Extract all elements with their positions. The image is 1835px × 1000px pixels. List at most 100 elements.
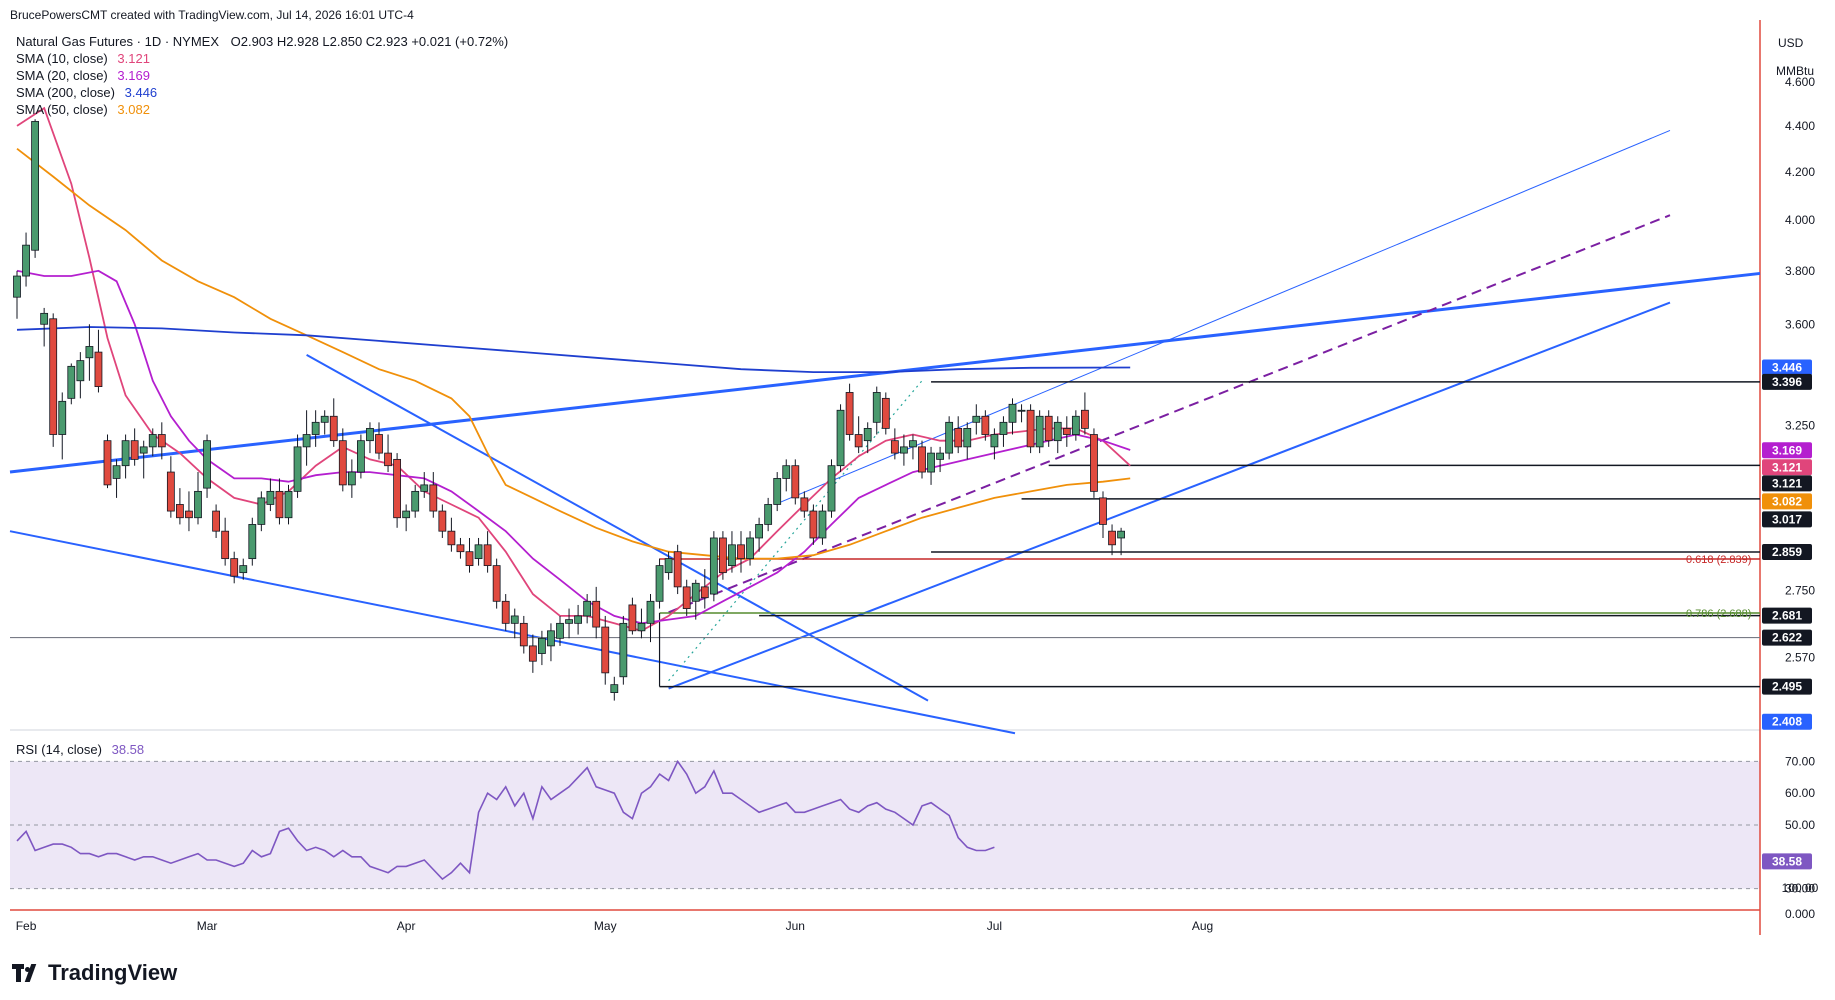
candle-body (148, 434, 157, 448)
price-tag[interactable]: 3.121 (1762, 459, 1812, 476)
symbol-title[interactable]: Natural Gas Futures · 1D · NYMEX O2.903 … (16, 34, 508, 49)
candle (492, 558, 501, 609)
rsi-line (16, 759, 995, 881)
candle-body (1035, 415, 1044, 448)
price-tag[interactable]: 3.396 (1762, 373, 1812, 390)
candle (438, 504, 447, 538)
candle-body (691, 582, 700, 602)
candle-body (1081, 409, 1089, 429)
candle (275, 478, 284, 525)
candle (565, 608, 573, 639)
rsi-tick-label: 60.00 (1785, 786, 1815, 800)
candle (791, 459, 800, 505)
time-tick-label: Mar (197, 919, 218, 933)
candle (456, 537, 465, 559)
candle (547, 623, 555, 662)
trendline-falling (306, 354, 929, 702)
price-tag[interactable]: 3.169 (1762, 442, 1812, 459)
candle (519, 615, 528, 654)
candle (691, 579, 700, 620)
price-tick-label: 2.570 (1785, 650, 1815, 664)
candle (1053, 416, 1062, 454)
indicator-sma20[interactable]: SMA (20, close) 3.169 (16, 68, 150, 83)
price-tag-box (1762, 459, 1812, 476)
candle (918, 440, 926, 479)
candle-body (800, 497, 809, 512)
candle-body (13, 275, 21, 298)
candle-body (565, 619, 573, 624)
price-axis[interactable]: 2.570 2.750 3.250 3.600 3.800 4.000 4.200 4.400… (1762, 75, 1819, 921)
candle-body (791, 465, 800, 499)
candle (655, 558, 664, 609)
tradingview-logo[interactable]: TradingView (12, 960, 177, 986)
candle-body (519, 622, 528, 647)
candle-body (239, 565, 248, 574)
rsi-legend[interactable]: RSI (14, close) 38.58 (16, 742, 144, 757)
candle-body (909, 440, 917, 448)
price-tag-box (1762, 493, 1812, 510)
price-tag[interactable]: 2.408 (1762, 713, 1812, 730)
candle (800, 491, 809, 518)
price-tag-box (1762, 511, 1812, 528)
price-tag[interactable]: 3.017 (1762, 511, 1812, 528)
price-tick-label: 2.750 (1785, 583, 1815, 597)
candle (610, 676, 619, 701)
candle (637, 608, 646, 639)
candle-body (583, 600, 592, 617)
candle-body (1071, 415, 1080, 435)
rsi-tag-box (1762, 853, 1812, 870)
candle-body (1117, 530, 1125, 539)
price-tag[interactable]: 2.622 (1762, 629, 1812, 646)
candle-body (257, 497, 266, 525)
candle-body (194, 490, 202, 519)
indicator-sma200[interactable]: SMA (200, close) 3.446 (16, 85, 157, 100)
candle-body (556, 622, 564, 639)
candle (936, 446, 944, 473)
time-tick-label: Jun (786, 919, 805, 933)
candle-body (610, 684, 619, 693)
price-tag-label: 2.859 (1772, 545, 1802, 559)
indicator-sma50[interactable]: SMA (50, close) 3.082 (16, 102, 150, 117)
candle (1035, 410, 1044, 454)
candle (393, 453, 402, 528)
candle (510, 608, 519, 639)
candle (1099, 491, 1107, 538)
candle-body (1044, 415, 1053, 442)
tradingview-logo-icon (12, 964, 42, 982)
candle-body (655, 565, 664, 602)
candle-body (990, 434, 999, 448)
candle-body (230, 558, 239, 577)
candle-body (320, 415, 329, 423)
fib-label: 0.618 (2.839) (1686, 554, 1751, 566)
candle (954, 416, 963, 454)
price-tag[interactable]: 3.446 (1762, 359, 1812, 376)
time-axis[interactable]: Feb Mar Apr May Jun Jul Aug (16, 919, 1214, 933)
candle (981, 410, 990, 441)
price-tag[interactable]: 2.495 (1762, 678, 1812, 695)
candle (1044, 410, 1053, 447)
candle-body (709, 537, 718, 595)
sma-line (16, 147, 1131, 560)
candle (556, 615, 564, 646)
candle (601, 615, 610, 685)
indicator-label: SMA (10, close) (16, 51, 108, 66)
price-tag[interactable]: 2.859 (1762, 544, 1812, 561)
candle (818, 504, 827, 545)
candle-body (836, 409, 845, 467)
price-tag[interactable]: 3.082 (1762, 493, 1812, 510)
candle (1062, 416, 1071, 447)
price-tag[interactable]: 2.681 (1762, 607, 1812, 624)
candle (827, 459, 836, 518)
candle (1008, 398, 1017, 435)
candles[interactable] (13, 119, 1125, 701)
indicator-value: 3.121 (117, 51, 150, 66)
indicator-sma10[interactable]: SMA (10, close) 3.121 (16, 51, 150, 66)
candle-body (203, 440, 211, 489)
candle-body (773, 478, 782, 505)
candle-body (438, 510, 447, 532)
candle-body (284, 490, 293, 519)
candle (293, 434, 302, 498)
price-tag[interactable]: 3.121 (1762, 475, 1812, 492)
price-tag-label: 3.082 (1772, 494, 1802, 508)
